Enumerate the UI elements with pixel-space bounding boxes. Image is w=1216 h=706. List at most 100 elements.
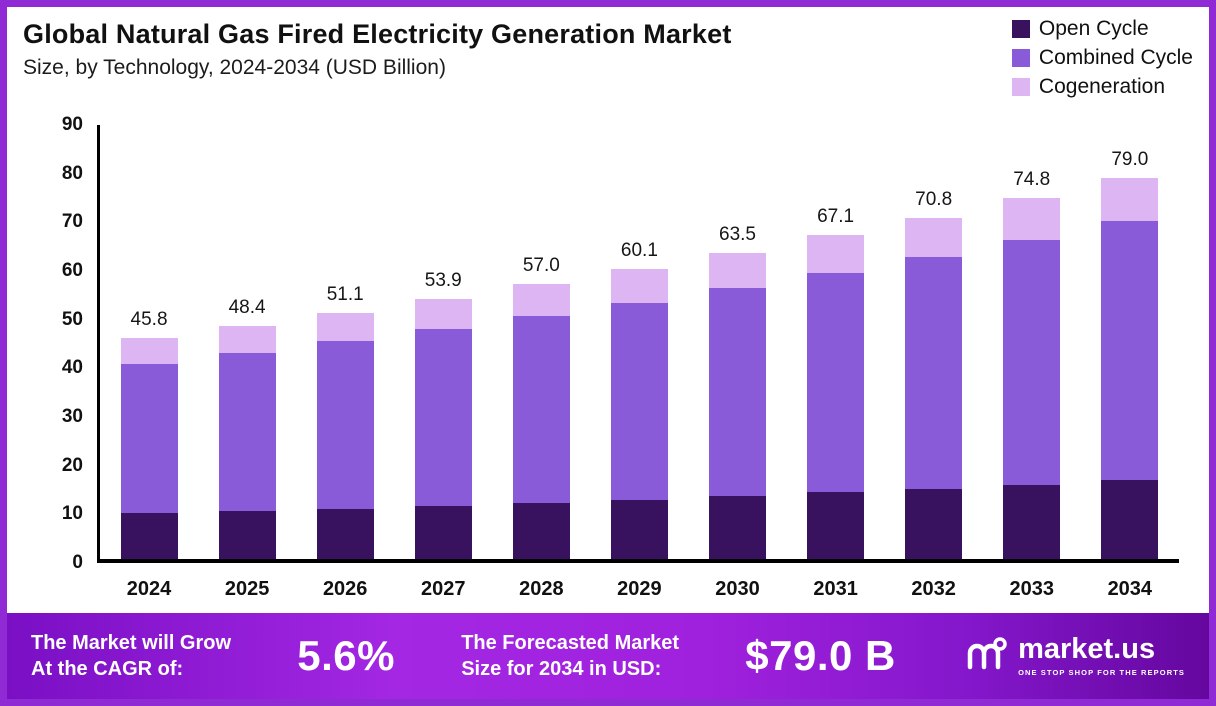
bar-segment-combined-cycle bbox=[807, 272, 865, 493]
y-axis-tick-label: 70 bbox=[61, 211, 83, 233]
cagr-label-line2: At the CAGR of: bbox=[31, 658, 184, 680]
bar-group-2027: 53.9 2027 bbox=[414, 125, 472, 600]
x-axis-tick-label: 2028 bbox=[519, 578, 564, 600]
bar-group-2032: 70.8 2032 bbox=[905, 125, 963, 600]
bar-segment-open-cycle bbox=[905, 488, 963, 559]
x-axis-tick-label: 2032 bbox=[911, 578, 956, 600]
bar-segment-open-cycle bbox=[1101, 480, 1159, 559]
brand-logo: market.us ONE STOP SHOP FOR THE REPORTS bbox=[962, 633, 1185, 679]
bar-group-2028: 57.0 2028 bbox=[512, 125, 570, 600]
bar-segment-cogeneration bbox=[807, 235, 865, 273]
brand-text: market.us ONE STOP SHOP FOR THE REPORTS bbox=[1018, 633, 1185, 678]
bar-segment-cogeneration bbox=[1003, 198, 1061, 240]
stacked-bar-chart: 0 10 20 30 40 50 60 70 80 90 45.8 2024 48.4 2025 51.1… bbox=[21, 114, 1183, 613]
x-axis-tick-label: 2031 bbox=[813, 578, 858, 600]
bar-group-2029: 60.1 2029 bbox=[610, 125, 668, 600]
y-axis-tick-label: 0 bbox=[72, 552, 83, 573]
bar-segment-combined-cycle bbox=[316, 341, 374, 509]
bar-segment-cogeneration bbox=[512, 284, 570, 316]
bar-total-label: 45.8 bbox=[130, 309, 168, 331]
legend-item-cogeneration: Cogeneration bbox=[1011, 75, 1193, 99]
bar-segment-cogeneration bbox=[709, 252, 766, 288]
x-axis-tick-label: 2034 bbox=[1107, 578, 1153, 600]
legend-swatch-icon bbox=[1011, 49, 1030, 67]
bar-total-label: 53.9 bbox=[424, 270, 462, 292]
bar-segment-cogeneration bbox=[414, 299, 472, 329]
bar-segment-combined-cycle bbox=[218, 352, 276, 511]
legend-item-open-cycle: Open Cycle bbox=[1011, 17, 1193, 41]
cagr-value: 5.6% bbox=[297, 632, 395, 679]
brand-tagline: ONE STOP SHOP FOR THE REPORTS bbox=[1018, 668, 1185, 677]
x-axis-tick-label: 2026 bbox=[322, 578, 368, 600]
forecast-value: $79.0 B bbox=[745, 632, 896, 679]
bar-total-label: 74.8 bbox=[1013, 169, 1051, 191]
x-axis-tick-label: 2025 bbox=[224, 578, 270, 600]
x-axis-tick-label: 2030 bbox=[715, 578, 760, 600]
bar-segment-combined-cycle bbox=[905, 256, 963, 489]
footer-banner: The Market will Grow At the CAGR of: 5.6… bbox=[7, 613, 1209, 699]
bar-segment-cogeneration bbox=[610, 269, 668, 303]
legend-label: Cogeneration bbox=[1038, 75, 1166, 98]
x-axis-tick-label: 2029 bbox=[617, 578, 662, 600]
y-axis-tick-label: 60 bbox=[61, 260, 83, 282]
x-axis-tick-label: 2033 bbox=[1009, 578, 1054, 600]
bar-segment-combined-cycle bbox=[414, 329, 472, 506]
bar-segment-open-cycle bbox=[120, 513, 178, 559]
x-axis-tick-label: 2027 bbox=[421, 578, 466, 600]
bar-total-label: 67.1 bbox=[817, 206, 855, 228]
forecast-label: The Forecasted Market Size for 2034 in U… bbox=[461, 630, 679, 682]
bar-total-label: 63.5 bbox=[719, 223, 756, 245]
bar-total-label: 57.0 bbox=[522, 255, 560, 277]
legend-item-combined-cycle: Combined Cycle bbox=[1011, 46, 1193, 70]
chart-header: Global Natural Gas Fired Electricity Gen… bbox=[7, 7, 1209, 115]
x-axis-tick-label: 2024 bbox=[126, 578, 172, 600]
chart-legend: Open Cycle Combined Cycle Cogeneration bbox=[1011, 17, 1193, 104]
bar-segment-open-cycle bbox=[610, 499, 668, 559]
brand-name: market.us bbox=[1018, 633, 1156, 665]
bar-segment-open-cycle bbox=[218, 510, 276, 559]
bar-segment-open-cycle bbox=[709, 496, 766, 559]
bar-segment-combined-cycle bbox=[1003, 239, 1061, 485]
bar-group-2031: 67.1 2031 bbox=[807, 125, 865, 600]
y-axis-tick-label: 30 bbox=[61, 406, 83, 428]
bar-group-2033: 74.8 2033 bbox=[1003, 125, 1061, 600]
bar-group-2024: 45.8 2024 bbox=[120, 125, 178, 600]
bar-segment-cogeneration bbox=[218, 325, 276, 353]
plot-area: 45.8 2024 48.4 2025 51.1 2026 53.9 2027 57.0 2028… bbox=[97, 125, 1179, 600]
bar-total-label: 79.0 bbox=[1111, 149, 1149, 171]
y-axis-tick-label: 40 bbox=[61, 357, 83, 379]
bar-segment-open-cycle bbox=[414, 505, 472, 559]
bar-segment-cogeneration bbox=[1101, 178, 1159, 222]
y-axis-tick-label: 80 bbox=[61, 162, 83, 184]
y-axis-tick-label: 90 bbox=[61, 114, 83, 135]
bar-total-label: 60.1 bbox=[620, 240, 658, 262]
legend-swatch-icon bbox=[1011, 20, 1030, 38]
bar-segment-open-cycle bbox=[1003, 484, 1061, 559]
bar-segment-cogeneration bbox=[316, 312, 374, 342]
forecast-label-line1: The Forecasted Market bbox=[461, 632, 680, 654]
bar-total-label: 48.4 bbox=[228, 296, 266, 318]
bar-segment-combined-cycle bbox=[610, 302, 668, 500]
bar-group-2025: 48.4 2025 bbox=[218, 125, 276, 600]
y-axis-tick-label: 10 bbox=[61, 503, 83, 525]
cagr-label: The Market will Grow At the CAGR of: bbox=[31, 630, 231, 682]
bar-segment-open-cycle bbox=[807, 492, 865, 559]
bar-segment-open-cycle bbox=[512, 503, 570, 559]
legend-label: Open Cycle bbox=[1038, 17, 1149, 40]
bar-total-label: 51.1 bbox=[326, 283, 364, 305]
market-us-logo-icon bbox=[967, 637, 1007, 670]
bar-total-label: 70.8 bbox=[915, 188, 953, 210]
chart-title: Global Natural Gas Fired Electricity Gen… bbox=[23, 19, 732, 49]
bar-group-2034: 79.0 2034 bbox=[1101, 125, 1159, 600]
y-axis-tick-label: 20 bbox=[61, 454, 83, 476]
bar-segment-open-cycle bbox=[316, 508, 374, 559]
legend-swatch-icon bbox=[1011, 78, 1030, 96]
chart-subtitle: Size, by Technology, 2024-2034 (USD Bill… bbox=[23, 56, 446, 79]
legend-label: Combined Cycle bbox=[1038, 46, 1193, 69]
bar-segment-combined-cycle bbox=[120, 363, 178, 514]
bar-group-2030: 63.5 2030 bbox=[709, 125, 766, 600]
bar-segment-combined-cycle bbox=[1101, 221, 1159, 481]
bar-segment-combined-cycle bbox=[709, 288, 766, 497]
bar-group-2026: 51.1 2026 bbox=[316, 125, 374, 600]
